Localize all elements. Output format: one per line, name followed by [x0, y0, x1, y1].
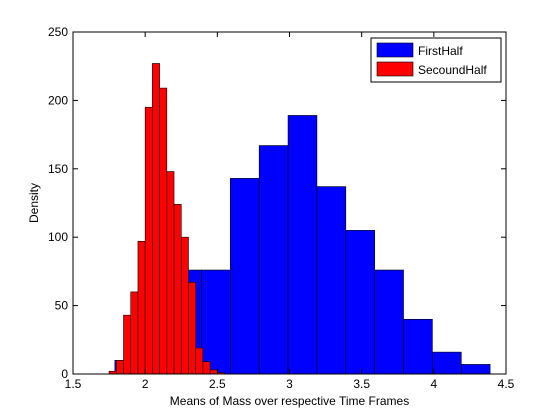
- series-layer: [108, 63, 491, 375]
- series-secoundhalf: [108, 63, 225, 375]
- y-tick-label: 100: [48, 230, 68, 244]
- bar-firsthalf-10: [403, 318, 433, 375]
- x-tick-label: 3.5: [353, 377, 370, 391]
- x-tick-label: 4: [430, 377, 437, 391]
- legend-label-secoundhalf: SecoundHalf: [418, 63, 487, 77]
- bar-secoundhalf-2: [123, 314, 132, 375]
- bar-firsthalf-11: [432, 351, 462, 375]
- legend-label-firsthalf: FirstHalf: [418, 44, 463, 58]
- bar-secoundhalf-4: [137, 241, 146, 375]
- x-tick-label: 3: [286, 377, 293, 391]
- bar-firsthalf-5: [258, 145, 289, 375]
- x-tick-label: 4.5: [498, 377, 515, 391]
- y-axis-label: Density: [27, 183, 41, 223]
- x-tick-label: 2: [142, 377, 149, 391]
- bar-firsthalf-8: [345, 230, 375, 375]
- bar-secoundhalf-10: [180, 236, 189, 375]
- bar-firsthalf-12: [460, 364, 491, 375]
- bar-firsthalf-3: [201, 269, 231, 375]
- bar-secoundhalf-6: [152, 63, 160, 375]
- y-tick-label: 250: [48, 25, 68, 39]
- bar-firsthalf-6: [287, 115, 318, 375]
- x-tick-label: 2.5: [209, 377, 226, 391]
- x-axis-label: Means of Mass over respective Time Frame…: [170, 394, 409, 408]
- bar-secoundhalf-8: [166, 171, 175, 375]
- legend-swatch-secoundhalf: [376, 61, 414, 77]
- x-tick-label: 1.5: [65, 377, 82, 391]
- bar-secoundhalf-7: [159, 87, 168, 375]
- bar-firsthalf-7: [316, 186, 347, 375]
- bar-secoundhalf-13: [202, 361, 211, 375]
- ticks-layer: 1.5 2 2.5 3 3.5 4 4.5 0 50 100 150 200 250: [48, 25, 515, 391]
- bar-secoundhalf-11: [188, 282, 196, 375]
- y-tick-label: 150: [48, 162, 68, 176]
- bar-firsthalf-9: [374, 269, 404, 375]
- legend-swatch-firsthalf: [376, 42, 414, 58]
- bar-secoundhalf-5: [144, 106, 153, 375]
- legend: FirstHalf SecoundHalf: [370, 37, 502, 83]
- bar-secoundhalf-12: [195, 347, 204, 375]
- bar-secoundhalf-14: [209, 369, 218, 375]
- bar-secoundhalf-1: [116, 360, 124, 375]
- bar-secoundhalf-3: [130, 291, 139, 375]
- y-tick-label: 0: [61, 367, 68, 381]
- bar-firsthalf-4: [230, 178, 260, 375]
- y-tick-label: 50: [55, 299, 69, 313]
- bar-secoundhalf-9: [173, 204, 182, 375]
- y-tick-label: 200: [48, 93, 68, 107]
